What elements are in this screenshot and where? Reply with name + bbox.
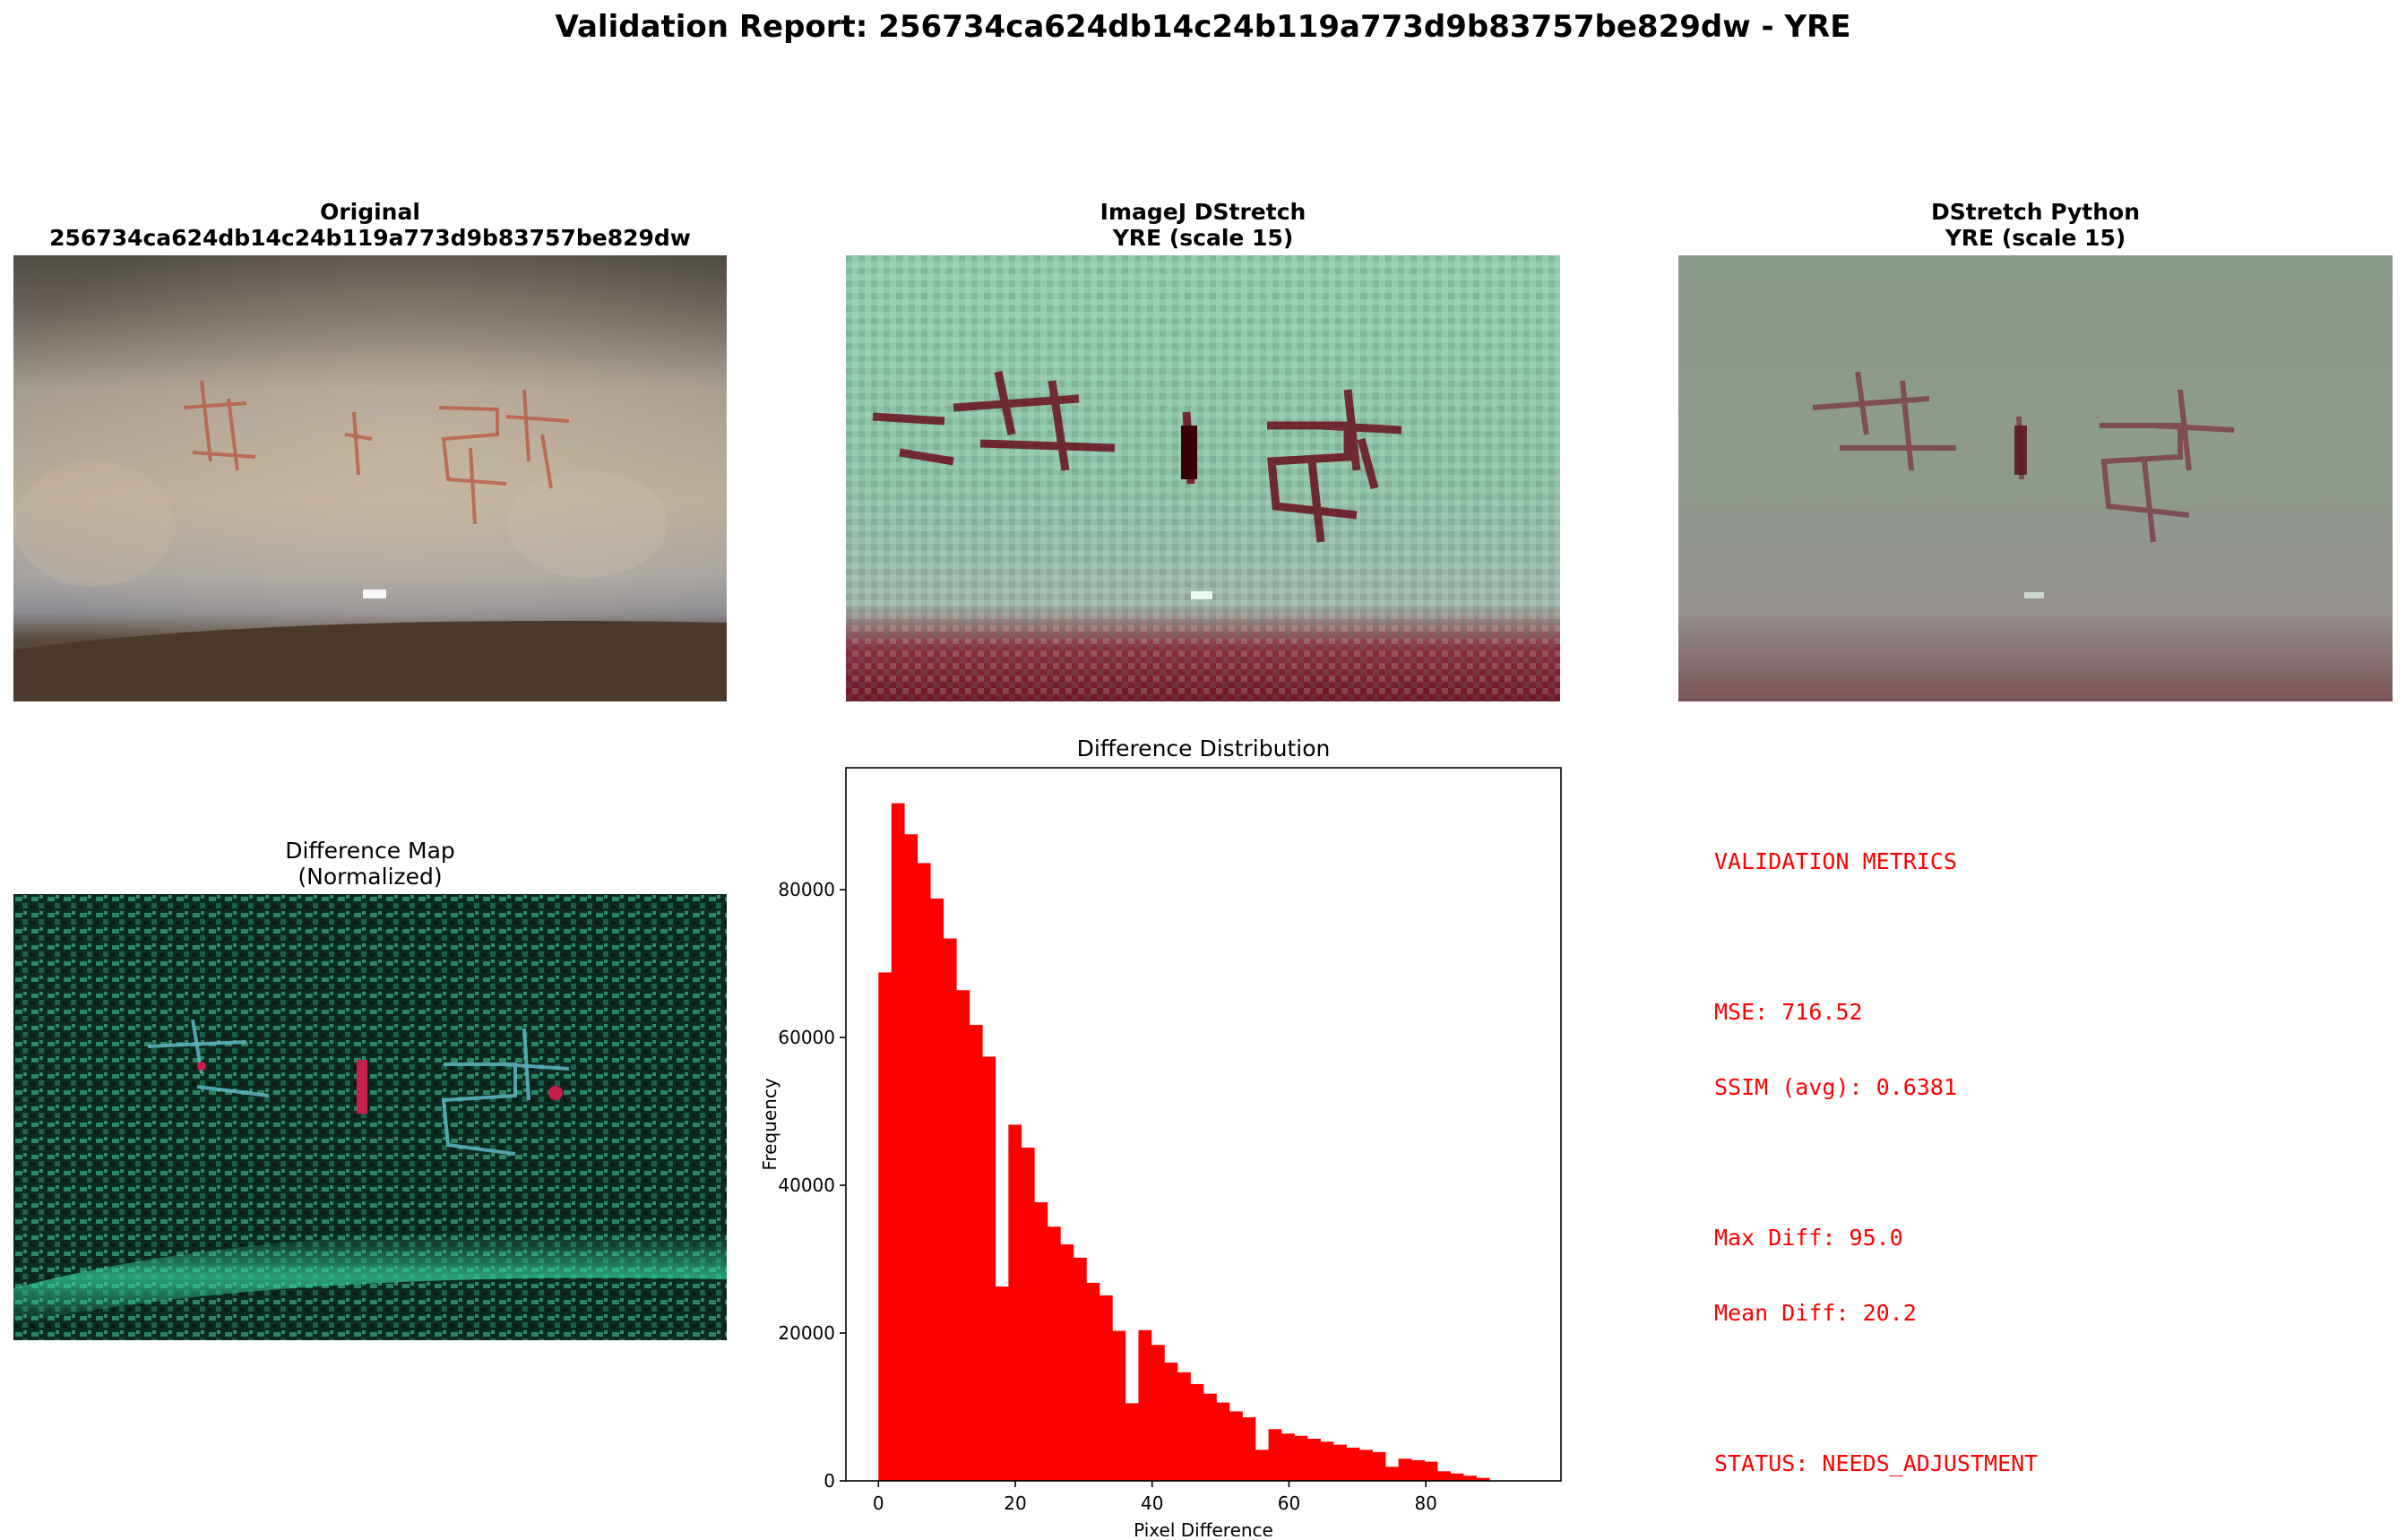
histogram-bar: [1320, 1441, 1334, 1481]
histogram-bar: [1151, 1345, 1165, 1481]
histogram-bar: [1424, 1461, 1438, 1481]
histogram-bar: [1476, 1477, 1490, 1481]
histogram-bar: [1307, 1438, 1321, 1481]
histogram-bar: [1047, 1226, 1061, 1481]
x-tick-label: 80: [1414, 1493, 1436, 1514]
histogram-bar: [1281, 1433, 1295, 1481]
histogram-bar: [943, 938, 957, 1481]
histogram-bar: [1021, 1147, 1035, 1481]
imagej-title-line2: YRE (scale 15): [1112, 225, 1294, 251]
histogram-bar: [1177, 1372, 1191, 1481]
histogram-bar: [1437, 1471, 1451, 1481]
histogram-bar: [1255, 1450, 1269, 1481]
python-panel-title: DStretch Python YRE (scale 15): [1678, 199, 2393, 251]
validation-metrics: VALIDATION METRICS MSE: 716.52 SSIM (avg…: [1714, 799, 2038, 1501]
x-tick-label: 20: [1004, 1493, 1026, 1514]
histogram-bar: [1034, 1202, 1048, 1481]
histogram-bar: [1164, 1363, 1178, 1481]
difference-map-image: [13, 894, 727, 1340]
report-title: Validation Report: 256734ca624db14c24b11…: [555, 9, 1851, 45]
imagej-title-line1: ImageJ DStretch: [1100, 199, 1306, 225]
histogram-bar: [1398, 1458, 1412, 1481]
histogram-bar: [1008, 1124, 1022, 1481]
x-tick-label: 60: [1278, 1493, 1300, 1514]
histogram-bar: [1242, 1417, 1256, 1481]
histogram-bar: [1190, 1383, 1204, 1481]
histogram-bar: [917, 863, 931, 1481]
metric-mean-diff: Mean Diff: 20.2: [1714, 1300, 1917, 1326]
histogram-bar: [1229, 1411, 1243, 1481]
histogram-bar: [930, 899, 944, 1481]
histogram-bar: [1086, 1282, 1100, 1481]
histogram-bar: [1359, 1450, 1373, 1481]
difference-histogram: 0 20 40 60 80 0 20000 40000 60000 80000 Difference…: [735, 730, 1586, 1540]
y-tick-label: 0: [824, 1470, 835, 1492]
diffmap-title-line1: Difference Map: [285, 838, 455, 864]
histogram-bar: [891, 803, 905, 1481]
y-tick-label: 60000: [778, 1027, 835, 1048]
histogram-bar: [995, 1286, 1009, 1481]
metric-max-diff: Max Diff: 95.0: [1714, 1225, 1903, 1251]
plot-frame: [845, 767, 1562, 1482]
histogram-bar: [1060, 1244, 1074, 1481]
histogram-bar: [878, 972, 893, 1481]
original-panel-title: Original 256734ca624db14c24b119a773d9b83…: [13, 199, 727, 251]
python-title-line2: YRE (scale 15): [1945, 225, 2126, 251]
histogram-bar: [1294, 1435, 1308, 1481]
histogram-bar: [1372, 1451, 1386, 1481]
histogram-bar: [1411, 1459, 1425, 1481]
x-tick-label: 0: [873, 1493, 884, 1514]
histogram-bar: [1125, 1403, 1139, 1481]
histogram-bar: [1385, 1467, 1399, 1481]
y-tick-label: 20000: [778, 1322, 835, 1344]
original-title-line1: Original: [320, 199, 420, 225]
histogram-bar: [969, 1025, 983, 1481]
histogram-bar: [1112, 1330, 1126, 1481]
histogram-bar: [1216, 1402, 1230, 1481]
python-title-line1: DStretch Python: [1930, 199, 2141, 225]
diffmap-panel-title: Difference Map (Normalized): [13, 838, 727, 890]
chart-title: Difference Distribution: [1077, 736, 1331, 761]
imagej-dstretch-image: [846, 255, 1560, 701]
histogram-bar: [1268, 1429, 1282, 1481]
histogram-bar: [1073, 1257, 1087, 1481]
y-axis-label: Frequency: [759, 1078, 780, 1170]
diffmap-title-line2: (Normalized): [298, 864, 443, 890]
histogram-bar: [1463, 1475, 1477, 1481]
metric-ssim: SSIM (avg): 0.6381: [1714, 1074, 1957, 1100]
histogram-bar: [956, 990, 970, 1481]
python-dstretch-image: [1678, 255, 2393, 701]
histogram-bar: [982, 1056, 996, 1481]
imagej-panel-title: ImageJ DStretch YRE (scale 15): [846, 199, 1560, 251]
original-image: [13, 255, 727, 701]
original-title-line2: 256734ca624db14c24b119a773d9b83757be829d…: [49, 225, 691, 251]
x-tick-label: 40: [1141, 1493, 1163, 1514]
metrics-heading: VALIDATION METRICS: [1714, 848, 1957, 874]
y-tick-label: 80000: [778, 879, 835, 900]
y-tick-label: 40000: [778, 1174, 835, 1196]
histogram-bar: [1138, 1329, 1152, 1481]
metric-mse: MSE: 716.52: [1714, 999, 1863, 1025]
histogram-bar: [1203, 1393, 1217, 1481]
histogram-bar: [1450, 1473, 1464, 1481]
histogram-bar: [1333, 1444, 1347, 1481]
x-axis-label: Pixel Difference: [1134, 1519, 1273, 1536]
histogram-bar: [904, 834, 918, 1481]
histogram-bar: [1346, 1447, 1360, 1481]
histogram-bar: [1099, 1295, 1113, 1481]
metric-status: STATUS: NEEDS_ADJUSTMENT: [1714, 1450, 2039, 1476]
